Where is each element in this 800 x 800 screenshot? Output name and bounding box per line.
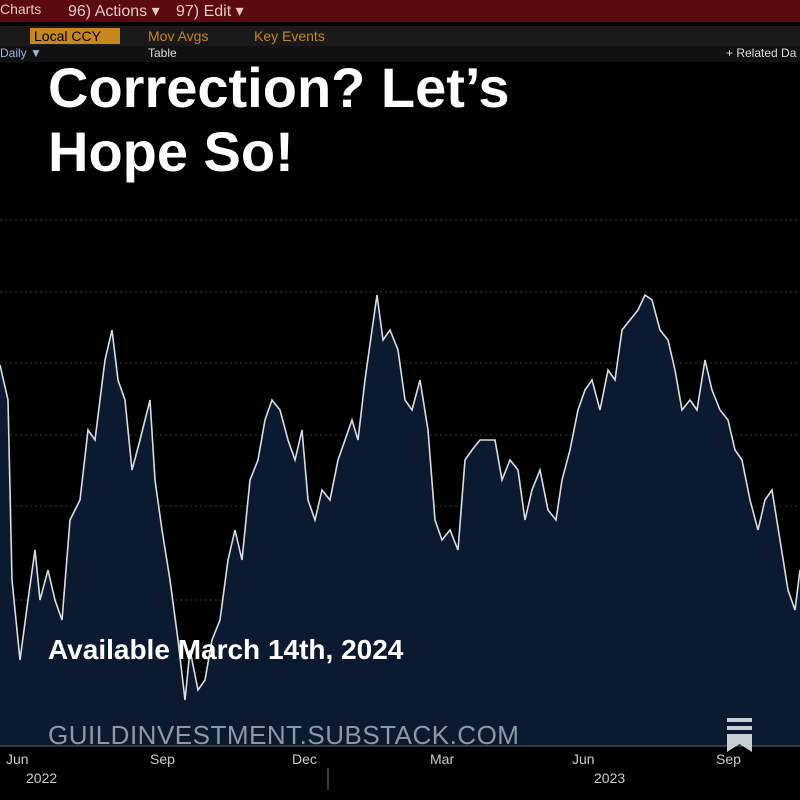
toolbar-bg — [0, 26, 800, 46]
x-tick-label: Jun — [572, 751, 595, 767]
website: GUILDINVESTMENT.SUBSTACK.COM — [48, 720, 520, 750]
menu-item[interactable]: + Related Da — [726, 46, 797, 60]
x-tick-label: Sep — [150, 751, 175, 767]
headline: Correction? Let’s Hope So! — [48, 56, 510, 183]
subtitle: Available March 14th, 2024 — [48, 634, 404, 665]
x-tick-label: Jun — [6, 751, 29, 767]
menu-item[interactable]: Key Events — [254, 28, 325, 44]
bookmark-icon — [727, 718, 752, 752]
menu-item[interactable]: Charts — [0, 1, 42, 17]
price-line — [0, 293, 800, 701]
year-label: 2023 — [594, 770, 626, 786]
menu-item[interactable]: 97) Edit ▾ — [176, 3, 244, 20]
toolbar-bg — [0, 46, 800, 62]
menu-item[interactable]: 96) Actions ▾ — [68, 3, 160, 20]
x-tick-label: Dec — [292, 751, 317, 767]
x-tick-label: Sep — [716, 751, 741, 767]
menu-item[interactable]: Mov Avgs — [148, 28, 209, 44]
x-tick-label: Mar — [430, 751, 455, 767]
menu-item[interactable]: Local CCY — [34, 28, 101, 44]
ccy-box — [30, 28, 120, 44]
area — [0, 295, 800, 746]
year-label: 2022 — [26, 770, 58, 786]
axis-bg — [0, 746, 800, 800]
menu-item[interactable]: Table — [148, 46, 177, 60]
menu-item[interactable]: Daily ▼ — [0, 46, 42, 60]
toolbar-bg — [0, 0, 800, 22]
